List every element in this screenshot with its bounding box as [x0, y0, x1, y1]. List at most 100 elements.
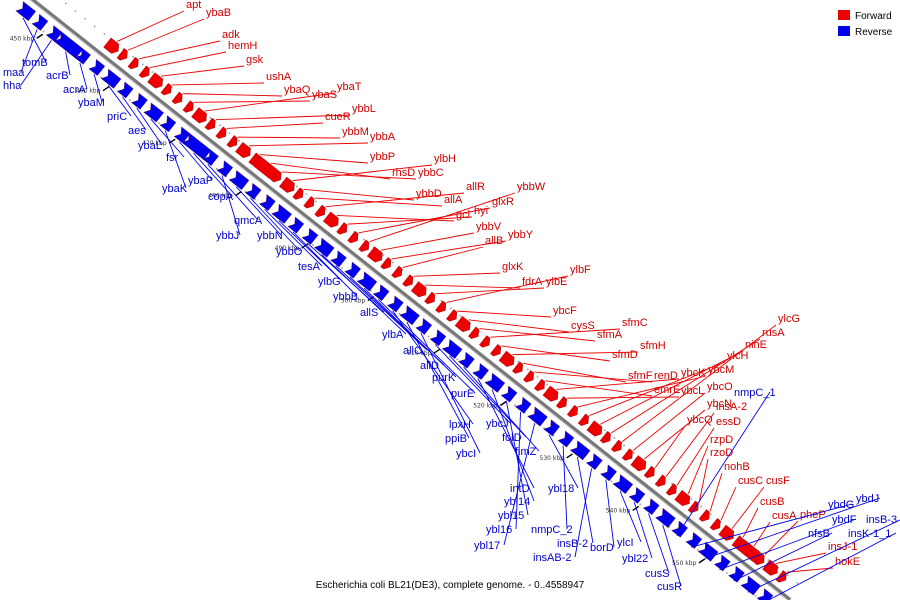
legend-reverse-swatch: [838, 26, 850, 36]
forward-label-allA: allA: [444, 194, 463, 206]
reverse-label-hha: hha: [3, 80, 22, 92]
reverse-gene-borD: [600, 464, 617, 482]
spacer-dot: [305, 193, 308, 195]
reverse-label-ylcI: ylcI: [617, 537, 634, 549]
tick-mark: [632, 505, 640, 511]
forward-leader: [303, 188, 415, 201]
reverse-gene-ybbO: [244, 182, 262, 200]
forward-label-ybcK: ybcK: [681, 367, 706, 379]
reverse-label-ppiB: ppiB: [445, 433, 467, 445]
forward-gene-ybbY: [380, 257, 392, 270]
spacer-dot: [543, 427, 545, 429]
forward-label-ylcH: ylcH: [727, 350, 748, 362]
spacer-dot: [295, 185, 298, 188]
reverse-gene-intD: [472, 363, 489, 380]
reverse-gene-lpxH: [387, 295, 404, 313]
reverse-gene-priC: [100, 68, 122, 89]
tick-label: 520 kbp: [473, 402, 498, 409]
forward-label-hemH: hemH: [228, 40, 257, 52]
forward-gene-ybbV: [366, 246, 383, 263]
reverse-label-allS: allS: [360, 307, 378, 319]
reverse-label-fsr: fsr: [166, 152, 179, 164]
forward-leader: [643, 409, 706, 460]
forward-label-cueR: cueR: [325, 111, 351, 123]
reverse-leader: [747, 519, 900, 593]
reverse-leader: [363, 287, 457, 378]
spacer-dot: [100, 76, 103, 79]
reverse-gene-ylcI: [612, 474, 634, 495]
spacer-dot: [215, 167, 218, 170]
reverse-gene-ybl22: [628, 486, 646, 504]
forward-leader: [468, 319, 570, 333]
tick-mark: [168, 138, 176, 144]
forward-leader: [720, 486, 737, 521]
reverse-leader: [562, 445, 568, 530]
tick-mark: [235, 191, 242, 197]
forward-label-ybaT: ybaT: [337, 81, 362, 93]
tick-label: 510 kbp: [407, 350, 432, 357]
forward-label-ybcN: ybcN: [707, 398, 732, 410]
forward-leader: [731, 486, 765, 529]
forward-gene-pheP: [753, 552, 765, 566]
reverse-gene-tesA: [259, 194, 276, 211]
reverse-gene-ybaL: [131, 92, 148, 110]
spacer-dot: [725, 572, 728, 574]
forward-gene-ybaS: [182, 100, 194, 113]
forward-leader: [600, 350, 744, 425]
reverse-gene-ybl18: [543, 419, 560, 437]
forward-gene-ylbE: [424, 291, 436, 305]
forward-gene-sfmH: [498, 350, 515, 367]
reverse-label-ybaL: ybaL: [138, 140, 162, 152]
forward-gene-ybbA: [235, 142, 251, 159]
reverse-gene-ybdJ: [697, 541, 719, 562]
spacer-dot: [526, 368, 529, 371]
forward-label-essD: essD: [716, 416, 741, 428]
spacer-dot: [42, 30, 45, 33]
forward-gene-ylcH: [577, 413, 589, 426]
reverse-leader: [164, 130, 187, 189]
spacer-dot: [209, 116, 212, 119]
reverse-gene-aes: [116, 81, 134, 99]
forward-leader: [523, 362, 627, 383]
reverse-gene-purE: [372, 284, 390, 302]
spacer-dot: [796, 581, 799, 584]
forward-gene-ylbF: [435, 300, 447, 313]
reverse-leader: [392, 310, 474, 425]
forward-gene-hemH: [138, 65, 150, 78]
reverse-gene-allD: [344, 261, 361, 279]
forward-leader: [402, 246, 484, 269]
reverse-label-acrA: acrA: [63, 84, 86, 96]
spacer-dot: [552, 434, 555, 437]
reverse-gene-folD: [441, 339, 463, 359]
forward-leader: [786, 567, 834, 573]
forward-leader: [127, 18, 205, 51]
tick-label: 530 kbp: [540, 455, 565, 462]
spacer-dot: [613, 437, 616, 439]
forward-label-ushA: ushA: [266, 71, 292, 83]
reverse-leader: [619, 490, 642, 543]
spacer-dot: [315, 200, 317, 203]
forward-leader: [138, 40, 221, 60]
reverse-leader: [491, 389, 535, 502]
forward-label-rhsD: rhsD: [392, 167, 415, 179]
forward-leader: [193, 100, 311, 103]
reverse-label-ybl17: ybl17: [474, 540, 500, 552]
reverse-gene-ybcI: [415, 318, 433, 335]
forward-gene-rusA: [599, 431, 611, 444]
reverse-gene-cusS: [642, 498, 660, 515]
spacer-dot: [129, 99, 131, 102]
reverse-gene-acrA: [74, 47, 91, 65]
forward-gene-ybaT: [191, 107, 207, 124]
forward-gene-ninE: [586, 420, 603, 437]
legend-reverse-label: Reverse: [855, 27, 893, 38]
forward-label-ninE: ninE: [745, 339, 767, 351]
reverse-label-aes: aes: [128, 125, 146, 137]
reverse-gene-ybcJ: [429, 329, 447, 347]
tick-mark: [433, 348, 441, 354]
tick-mark: [36, 33, 44, 39]
reverse-leader: [65, 51, 71, 76]
reverse-leader: [767, 532, 897, 600]
reverse-gene-ybbB: [287, 216, 305, 234]
forward-leader: [611, 338, 761, 434]
